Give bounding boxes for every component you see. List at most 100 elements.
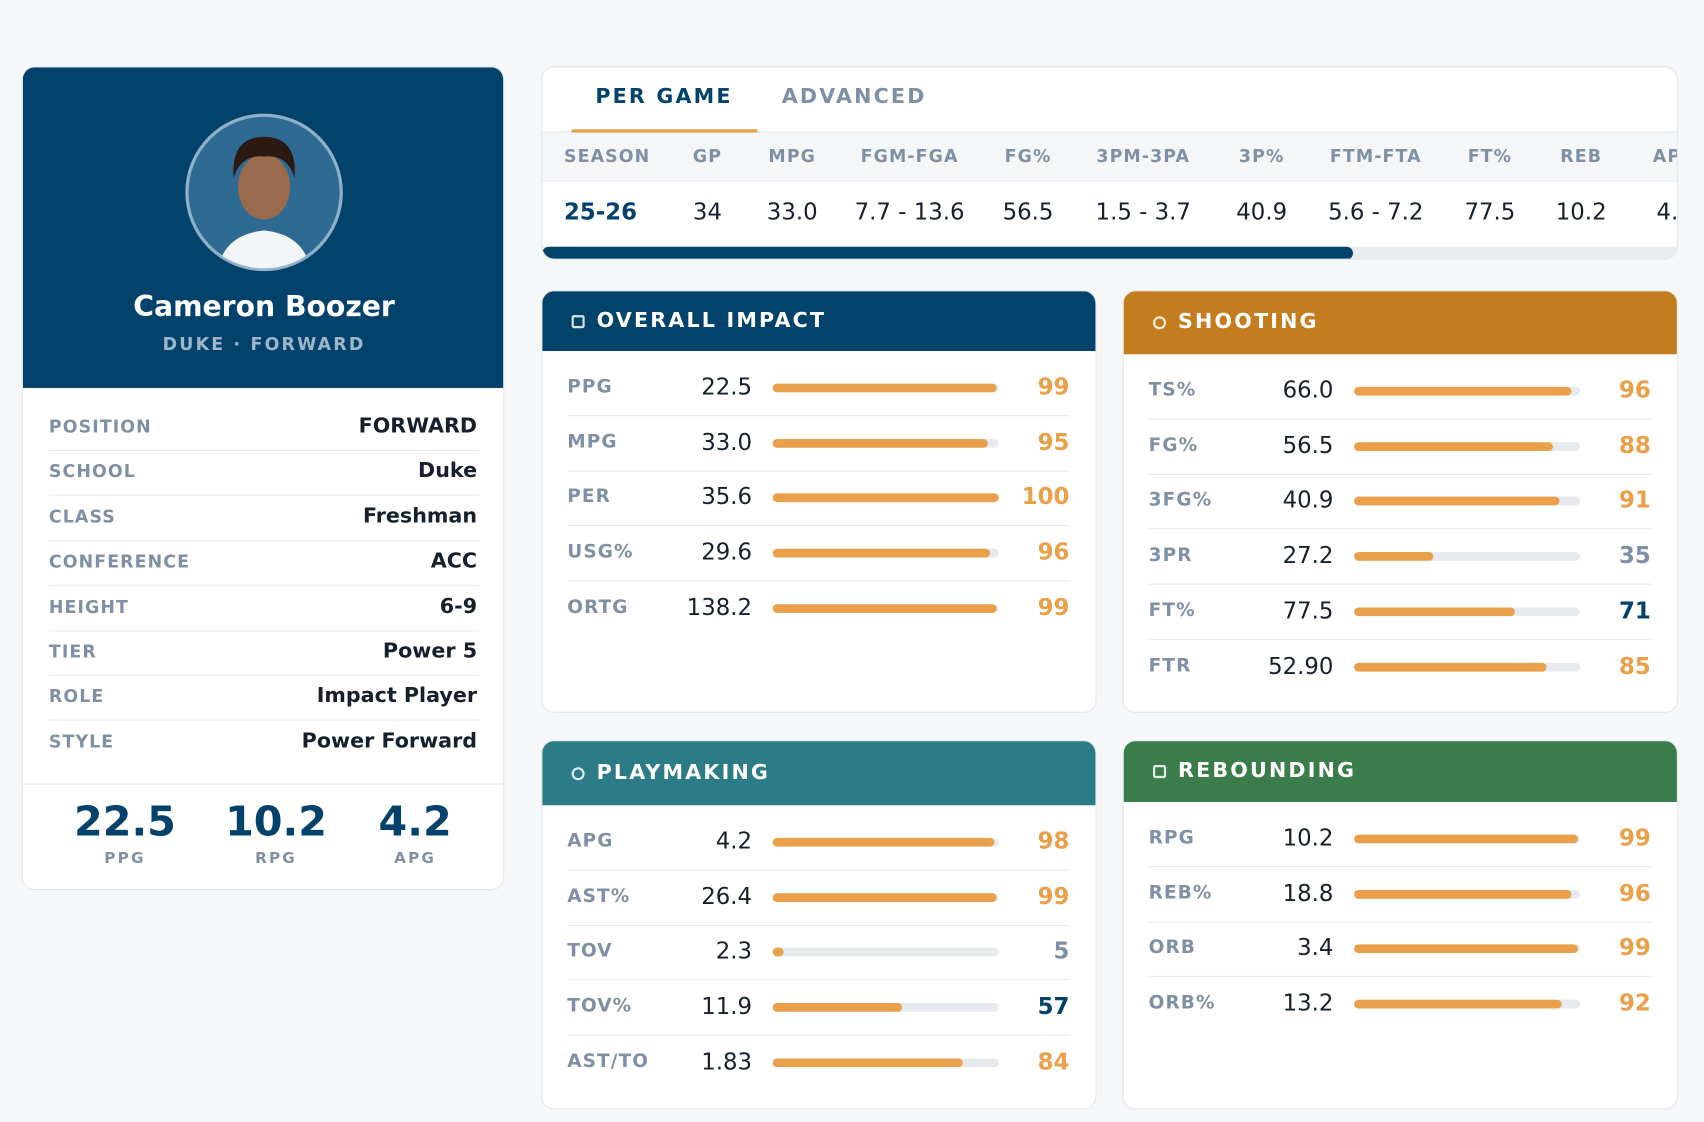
player-card: Cameron Boozer DUKE · FORWARD POSITION FORW…: [21, 66, 505, 891]
bar-track: [1354, 441, 1581, 451]
bar: [1354, 386, 1572, 396]
bar-track: [772, 438, 999, 448]
percentile: 99: [1037, 594, 1070, 621]
tab-underline[interactable]: [571, 129, 758, 133]
divider: [567, 415, 1071, 417]
info-label: STYLE: [48, 731, 115, 752]
percentile: 95: [1037, 428, 1070, 456]
bar: [772, 548, 990, 558]
column-header: FG%: [1004, 145, 1052, 167]
stat-label: RPG: [255, 849, 297, 868]
player-subtitle: DUKE · FORWARD: [162, 333, 366, 355]
bar: [1354, 497, 1560, 506]
bar: [1354, 607, 1515, 616]
info-label: TIER: [48, 641, 97, 662]
divider: [567, 869, 1071, 871]
bar: [1354, 834, 1578, 844]
metric-label: 3PR: [1148, 544, 1193, 567]
metric-value: 27.2: [1282, 542, 1334, 569]
divider: [567, 470, 1071, 472]
percentile: 99: [1037, 883, 1070, 910]
stat-value: 22.5: [74, 797, 176, 846]
metric-label: ORB: [1148, 937, 1196, 959]
bar-track: [1354, 497, 1581, 506]
bar: [1354, 441, 1553, 451]
bar: [1354, 944, 1578, 954]
tab[interactable]: PER GAME: [595, 84, 733, 109]
panel-title: OVERALL IMPACT: [596, 308, 827, 332]
metric-value: 1.83: [701, 1048, 753, 1075]
stat-label: APG: [394, 849, 437, 868]
metric-label: PPG: [567, 376, 613, 398]
panel: REBOUNDING RPG 10.2 99 REB% 18.8 96 ORB 3.4 99 ORB…: [1122, 740, 1678, 1110]
table-cell: 7.7 - 13.6: [854, 198, 965, 225]
divider: [48, 719, 480, 721]
bar: [772, 1058, 963, 1067]
percentile: 96: [1618, 377, 1651, 404]
bar-track: [772, 892, 999, 902]
percentile: 84: [1037, 1048, 1070, 1075]
metric-label: TOV%: [567, 995, 633, 1018]
panel: OVERALL IMPACT PPG 22.5 99 MPG 33.0 95 PER 35.6 1…: [541, 290, 1097, 713]
bar-track: [1354, 999, 1581, 1009]
bar-track: [1354, 944, 1581, 954]
percentile: 57: [1037, 993, 1070, 1020]
metric-value: 33.0: [701, 428, 753, 456]
percentile: 71: [1618, 597, 1651, 624]
metric-value: 26.4: [701, 883, 753, 910]
info-label: ROLE: [48, 686, 105, 707]
bar: [1354, 999, 1563, 1009]
metric-label: ORTG: [567, 596, 629, 619]
percentile: 92: [1618, 990, 1651, 1017]
panel-title: SHOOTING: [1178, 309, 1319, 334]
bar: [772, 438, 988, 448]
percentile: 91: [1618, 487, 1651, 514]
bar-track: [772, 493, 999, 503]
percentile: 99: [1037, 373, 1070, 400]
divider: [48, 629, 480, 631]
metric-label: RPG: [1148, 827, 1195, 849]
info-label: CLASS: [48, 506, 116, 527]
metric-label: TOV: [567, 940, 613, 963]
metric-value: 35.6: [701, 484, 753, 511]
bar-track: [1354, 607, 1581, 616]
info-value: Impact Player: [316, 683, 478, 708]
divider: [1148, 921, 1652, 923]
info-label: SCHOOL: [48, 461, 136, 482]
panel-title: PLAYMAKING: [596, 760, 771, 785]
percentile: 99: [1618, 824, 1651, 851]
info-value: Freshman: [362, 504, 478, 528]
tab[interactable]: ADVANCED: [781, 84, 927, 109]
scrollbar-thumb[interactable]: [542, 246, 1353, 259]
divider: [1148, 976, 1652, 978]
bar-track: [772, 948, 999, 957]
column-header: FT%: [1467, 145, 1513, 167]
column-header: 3PM-3PA: [1096, 145, 1191, 167]
table-cell: 5.6 - 7.2: [1328, 198, 1424, 225]
table-cell: 1.5 - 3.7: [1095, 198, 1191, 225]
bar: [772, 892, 997, 902]
bar-track: [1354, 834, 1581, 844]
table-cell: 4.2: [1656, 198, 1678, 225]
divider: [567, 580, 1071, 582]
metric-label: FG%: [1148, 434, 1199, 457]
metric-label: AST/TO: [567, 1050, 650, 1073]
metric-value: 138.2: [686, 594, 753, 621]
bar-track: [1354, 386, 1581, 396]
metric-value: 3.4: [1297, 935, 1334, 962]
metric-value: 10.2: [1282, 824, 1334, 851]
divider: [1148, 583, 1652, 585]
panel-icon: [571, 766, 585, 780]
divider: [1148, 866, 1652, 868]
metric-value: 52.90: [1268, 652, 1334, 679]
metric-value: 11.9: [701, 993, 753, 1020]
stats-table-card: PER GAME ADVANCED SEASON 25-26 GP 34 MPG 33.0 FG…: [541, 66, 1678, 260]
panel-header: REBOUNDING: [1123, 741, 1677, 803]
stats-divider: [22, 783, 504, 785]
table-cell: 10.2: [1555, 198, 1607, 225]
metric-label: FT%: [1148, 599, 1196, 622]
info-value: Duke: [418, 459, 478, 483]
panel-header: OVERALL IMPACT: [542, 291, 1096, 352]
